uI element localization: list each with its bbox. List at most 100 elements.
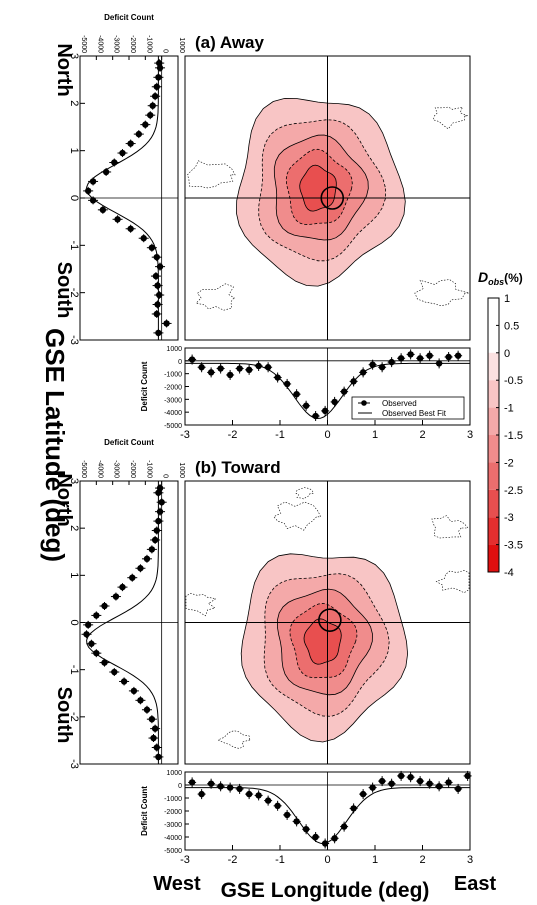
- bottom-data-point: [397, 355, 405, 362]
- bottom-data-point: [397, 772, 405, 780]
- bottom-panel-ylabel: Deficit Count: [140, 786, 149, 836]
- side-data-point: [153, 253, 160, 261]
- bottom-ytick-label: -2000: [164, 385, 182, 392]
- lon-tick-label: 2: [419, 854, 425, 866]
- lat-tick-label: -2: [68, 712, 80, 722]
- lat-tick-label: 1: [68, 572, 80, 578]
- bottom-data-point: [445, 779, 452, 786]
- side-data-point: [93, 649, 100, 657]
- bottom-data-point: [264, 797, 272, 804]
- lat-tick-label: -2: [68, 288, 80, 298]
- colorbar-tick-label: -2: [504, 457, 514, 469]
- bottom-data-point: [274, 802, 281, 809]
- noise-contour: [187, 160, 236, 189]
- side-data-point: [148, 244, 156, 251]
- colorbar-swatch: [488, 544, 499, 572]
- bottom-panel-ylabel: Deficit Count: [140, 361, 149, 411]
- bottom-ytick-label: -5000: [164, 423, 182, 430]
- colorbar-swatch: [488, 435, 499, 463]
- colorbar-swatch: [488, 489, 499, 518]
- bottom-data-point: [407, 351, 414, 358]
- lat-tick-label: 0: [68, 195, 80, 201]
- east-label: East: [454, 873, 497, 895]
- bottom-data-point: [207, 369, 215, 376]
- bottom-data-point: [302, 402, 310, 409]
- side-tick-label: 0: [162, 49, 169, 53]
- bottom-data-point: [255, 792, 262, 799]
- sun-disk-marker: [320, 186, 345, 210]
- bottom-data-point: [264, 364, 272, 371]
- side-data-point: [156, 263, 164, 270]
- bottom-ytick-label: -3000: [164, 397, 182, 404]
- side-data-point: [127, 140, 134, 147]
- colorbar-tick-label: -4: [504, 567, 514, 579]
- colorbar-swatch: [488, 407, 499, 435]
- side-data-point: [84, 621, 92, 629]
- side-data-point: [153, 310, 160, 318]
- bottom-data-point: [426, 780, 433, 787]
- noise-contour: [273, 501, 322, 531]
- south-label-b: South: [53, 687, 75, 744]
- lat-tick-label: -1: [68, 665, 80, 675]
- side-data-point: [155, 74, 162, 81]
- bottom-data-point: [274, 374, 281, 381]
- bottom-data-point: [454, 352, 462, 359]
- legend-box: [351, 396, 465, 420]
- bottom-ytick-label: 1000: [166, 346, 182, 353]
- y-axis-label: GSE Latitude (deg): [40, 328, 70, 562]
- side-data-point: [130, 687, 138, 695]
- bottom-data-point: [378, 364, 386, 371]
- bottom-ytick-label: -5000: [164, 848, 182, 855]
- side-data-point: [120, 678, 128, 685]
- bottom-data-point: [426, 352, 433, 359]
- side-panel-xlabel: Deficit Count: [104, 438, 154, 447]
- bottom-data-point: [359, 369, 367, 376]
- bottom-data-point: [188, 779, 196, 786]
- side-data-point: [155, 329, 162, 337]
- colorbar-tick-label: -1.5: [504, 430, 523, 442]
- bottom-ytick-label: 0: [178, 783, 182, 790]
- colorbar-tick-label: -1: [504, 403, 514, 415]
- side-data-point: [119, 583, 126, 591]
- lon-tick-label: 3: [467, 854, 473, 866]
- noise-contours: [187, 106, 470, 311]
- side-data-point: [83, 631, 90, 638]
- side-tick-label: 0: [162, 474, 169, 478]
- lat-tick-label: -3: [68, 759, 80, 769]
- lat-tick-label: 2: [68, 525, 80, 531]
- bottom-data-point: [321, 840, 329, 847]
- bottom-data-point: [388, 780, 395, 787]
- bottom-data-point: [416, 355, 424, 362]
- side-data-point: [102, 168, 110, 176]
- bottom-data-point: [435, 360, 443, 367]
- bottom-data-point: [416, 777, 424, 785]
- bottom-data-point: [340, 388, 348, 395]
- side-data-point: [99, 206, 107, 214]
- lon-tick-label: 0: [324, 429, 330, 441]
- noise-contour: [295, 487, 314, 500]
- bottom-data-point: [293, 818, 300, 825]
- lon-tick-label: 1: [372, 854, 378, 866]
- side-tick-label: -1000: [145, 35, 152, 53]
- bottom-data-point: [331, 835, 338, 842]
- side-data-point: [154, 301, 161, 308]
- legend-observed-label: Observed: [382, 399, 417, 408]
- lon-tick-label: -2: [228, 854, 238, 866]
- side-data-point: [135, 130, 142, 138]
- bottom-data-point: [226, 371, 234, 379]
- panel-title: (a) Away: [195, 33, 265, 52]
- lat-tick-label: 3: [68, 478, 80, 484]
- side-data-point: [156, 291, 163, 299]
- colorbar-swatch: [488, 352, 499, 381]
- bottom-ytick-label: -4000: [164, 410, 182, 417]
- side-data-point: [152, 272, 160, 280]
- colorbar: 1 0.5 0 -0.5 -1 -1.5 -2 -2.5 -3 -3.5 -4: [487, 293, 523, 579]
- side-data-point: [84, 187, 92, 195]
- side-data-point: [119, 149, 126, 157]
- side-data-point: [156, 59, 163, 67]
- side-data-point: [148, 546, 156, 553]
- side-data-point: [153, 527, 160, 534]
- bottom-data-point: [388, 358, 395, 366]
- side-data-point: [111, 159, 118, 166]
- side-tick-label: -5000: [80, 35, 87, 53]
